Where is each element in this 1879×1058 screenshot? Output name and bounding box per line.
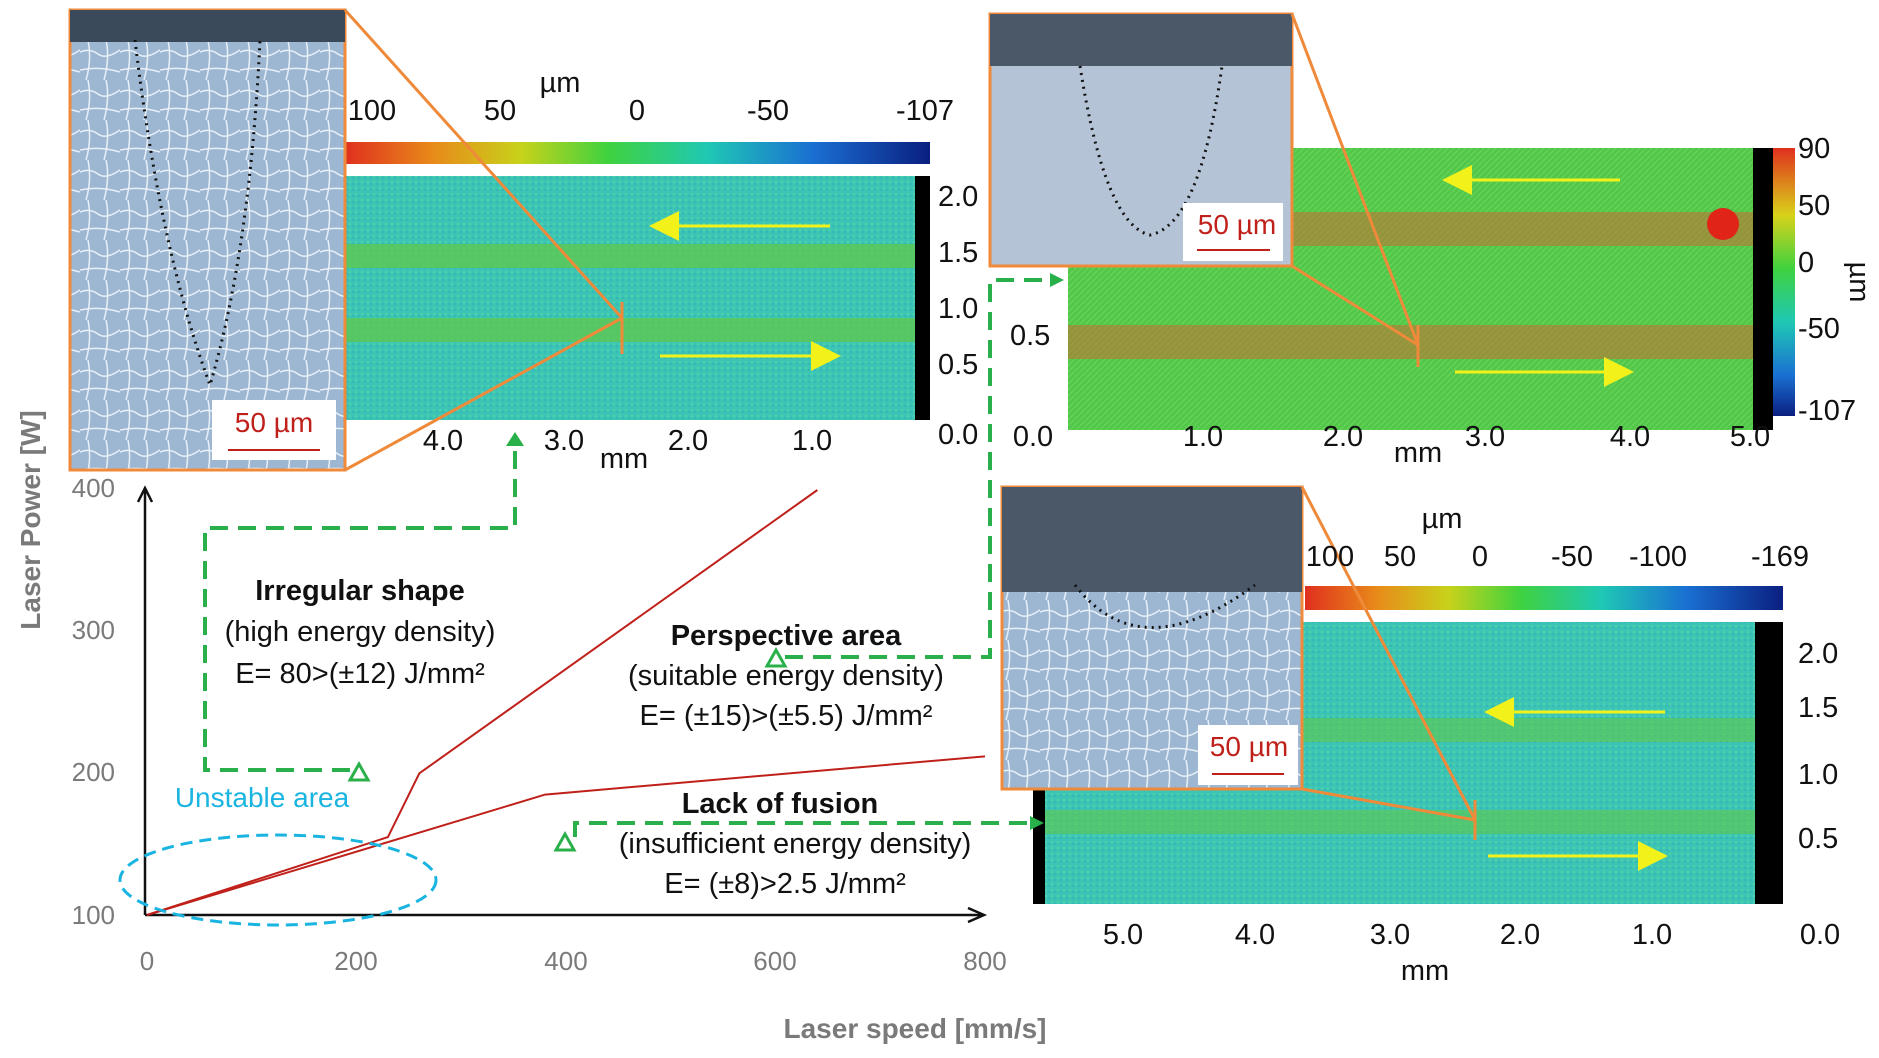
map3-x-unit: mm xyxy=(1401,955,1449,987)
region-title-irregular: Irregular shape xyxy=(255,575,465,607)
map3-y-tick: 2.0 xyxy=(1798,638,1838,670)
map3-cbar-tick: 50 xyxy=(1384,541,1416,573)
map3-y-tick: 1.0 xyxy=(1798,759,1838,791)
y-axis-label: Laser Power [W] xyxy=(15,410,46,629)
y-tick-label: 100 xyxy=(72,900,115,930)
map3-cbar-tick: 0 xyxy=(1472,541,1488,573)
region-energy-irregular: E= 80>(±12) J/mm² xyxy=(235,658,485,690)
colorbar-1 xyxy=(345,142,930,164)
map1-x-unit: mm xyxy=(600,443,648,475)
map2-x-unit: mm xyxy=(1394,437,1442,469)
region-desc-lack-of-fusion: (insufficient energy density) xyxy=(619,828,971,860)
map2-cbar-tick: 0 xyxy=(1798,247,1814,279)
map2-cbar-tick: -50 xyxy=(1798,313,1840,345)
unstable-area-label: Unstable area xyxy=(175,782,350,813)
map2-x-tick: 0.0 xyxy=(1013,421,1053,453)
map1-y-tick: 1.0 xyxy=(938,293,978,325)
map1-unit: µm xyxy=(540,67,581,99)
map1-y-tick: 0.0 xyxy=(938,419,978,451)
map3-cbar-tick: -100 xyxy=(1629,541,1687,573)
map3-cbar-tick: -50 xyxy=(1551,541,1593,573)
y-tick-label: 400 xyxy=(72,473,115,503)
map-surface-1 xyxy=(345,176,915,420)
map3-cbar-tick: -169 xyxy=(1751,541,1809,573)
map1-y-tick: 1.5 xyxy=(938,237,978,269)
map3-x-tick: 4.0 xyxy=(1235,919,1275,951)
map3-x-tick: 5.0 xyxy=(1103,919,1143,951)
map1-cbar-tick: -107 xyxy=(896,95,954,127)
micrograph-1: 50 µm xyxy=(68,8,624,472)
region-desc-irregular: (high energy density) xyxy=(225,616,496,648)
map2-x-tick: 5.0 xyxy=(1730,421,1770,453)
map3-y-tick: 1.5 xyxy=(1798,692,1838,724)
map2-cbar-tick: -107 xyxy=(1798,395,1856,427)
region-title-perspective: Perspective area xyxy=(671,620,902,652)
map3-x-tick: 0.0 xyxy=(1800,919,1840,951)
leader-lack-of-fusion xyxy=(553,816,1044,852)
map2-cbar-tick: 50 xyxy=(1798,190,1830,222)
map3-x-tick: 2.0 xyxy=(1500,919,1540,951)
map3-x-tick: 3.0 xyxy=(1370,919,1410,951)
map1-cbar-tick: 0 xyxy=(629,95,645,127)
map2-unit: µm xyxy=(1843,262,1875,303)
map1-x-tick: 2.0 xyxy=(668,425,708,457)
unstable-area-ellipse xyxy=(118,833,438,927)
x-tick-label: 0 xyxy=(140,946,154,976)
map1-x-tick: 4.0 xyxy=(423,425,463,457)
map1-y-tick: 0.5 xyxy=(938,349,978,381)
map1-x-tick: 1.0 xyxy=(792,425,832,457)
map1-cbar-tick: 50 xyxy=(484,95,516,127)
y-tick-label: 200 xyxy=(72,757,115,787)
scale-bar-label-3: 50 µm xyxy=(1210,731,1288,762)
leader-irregular xyxy=(203,432,524,782)
boundary-line-1 xyxy=(146,489,818,916)
map3-cbar-tick: 100 xyxy=(1306,541,1354,573)
x-tick-label: 800 xyxy=(963,946,1006,976)
map1-y-tick: 2.0 xyxy=(938,181,978,213)
scale-bar-label-2: 50 µm xyxy=(1198,209,1276,240)
scale-bar-label-1: 50 µm xyxy=(235,407,313,438)
map3-y-tick: 0.5 xyxy=(1798,823,1838,855)
boundary-line-2 xyxy=(146,755,986,916)
x-tick-label: 600 xyxy=(753,946,796,976)
colorbar-3 xyxy=(1305,586,1783,610)
x-axis-label: Laser speed [mm/s] xyxy=(784,1013,1047,1044)
map1-x-tick: 3.0 xyxy=(544,425,584,457)
leader-perspective xyxy=(764,273,1064,668)
process-window-plot xyxy=(136,485,988,924)
y-tick-label: 300 xyxy=(72,615,115,645)
height-map-1 xyxy=(345,142,930,420)
x-tick-label: 400 xyxy=(544,946,587,976)
region-energy-lack-of-fusion: E= (±8)>2.5 J/mm² xyxy=(664,868,906,900)
x-tick-label: 200 xyxy=(334,946,377,976)
map2-x-tick: 4.0 xyxy=(1610,421,1650,453)
map2-y-tick: 0.5 xyxy=(1010,320,1050,352)
map2-cbar-tick: 90 xyxy=(1798,133,1830,165)
colorbar-2 xyxy=(1773,148,1795,416)
region-energy-perspective: E= (±15)>(±5.5) J/mm² xyxy=(640,700,933,732)
map3-x-tick: 1.0 xyxy=(1632,919,1672,951)
map2-x-tick: 2.0 xyxy=(1323,421,1363,453)
region-title-lack-of-fusion: Lack of fusion xyxy=(682,788,879,820)
map2-x-tick: 1.0 xyxy=(1183,421,1223,453)
map3-unit: µm xyxy=(1422,503,1463,535)
map1-cbar-tick: -50 xyxy=(747,95,789,127)
micrograph-2: 50 µm xyxy=(988,12,1420,367)
micrograph-3: 50 µm xyxy=(1000,485,1477,840)
map2-x-tick: 3.0 xyxy=(1465,421,1505,453)
map1-cbar-tick: 100 xyxy=(348,95,396,127)
